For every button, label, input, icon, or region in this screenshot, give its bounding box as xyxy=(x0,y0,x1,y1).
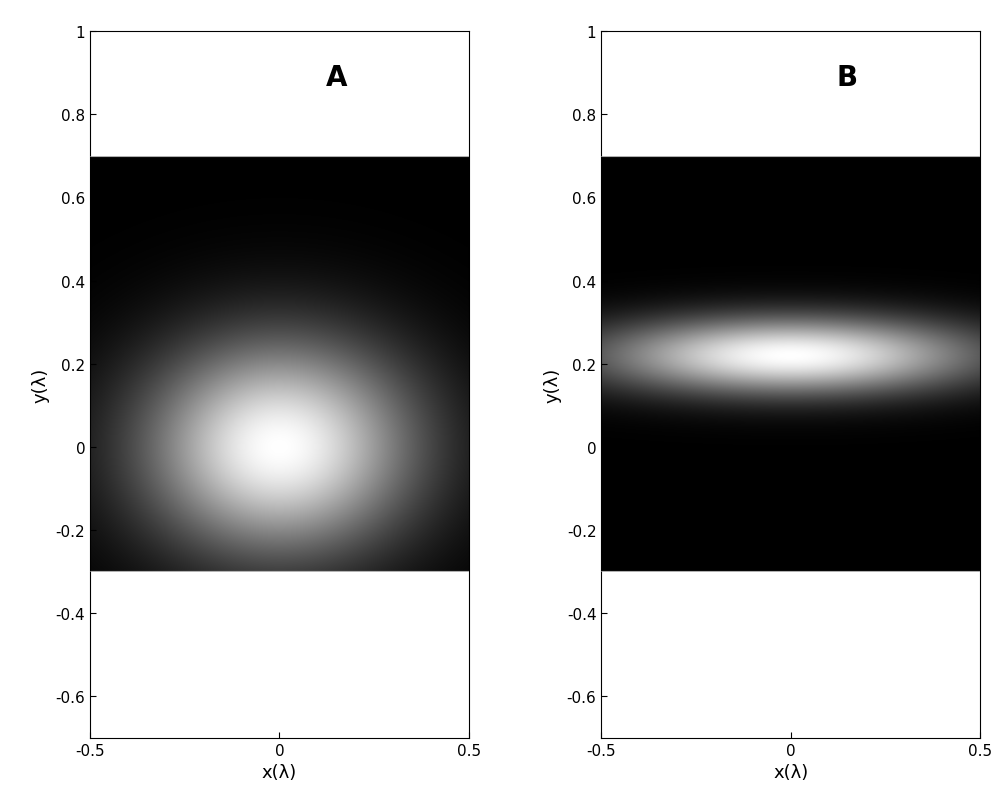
Y-axis label: y(λ): y(λ) xyxy=(543,367,561,403)
X-axis label: x(λ): x(λ) xyxy=(773,764,808,781)
Y-axis label: y(λ): y(λ) xyxy=(32,367,50,403)
Text: A: A xyxy=(325,64,347,92)
Text: B: B xyxy=(837,64,858,92)
X-axis label: x(λ): x(λ) xyxy=(262,764,297,781)
